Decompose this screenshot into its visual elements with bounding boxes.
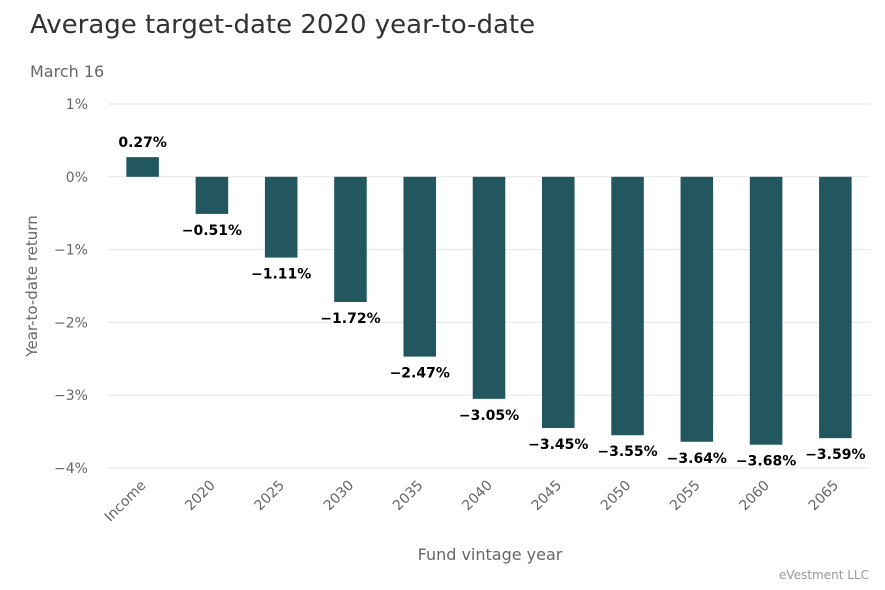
y-axis-title: Year-to-date return — [23, 215, 41, 357]
y-tick-label: −4% — [54, 461, 88, 477]
bar — [680, 176, 714, 442]
x-tick-label: Income — [102, 478, 150, 526]
x-tick-label: 2050 — [598, 478, 635, 515]
y-tick-label: 0% — [66, 170, 88, 186]
y-tick-label: −1% — [54, 243, 88, 259]
data-label: −3.45% — [528, 437, 588, 453]
data-label: −2.47% — [390, 366, 450, 382]
x-tick-label: 2055 — [667, 478, 704, 515]
data-label: −3.55% — [597, 444, 657, 460]
x-tick-label: 2035 — [390, 478, 427, 515]
bar — [541, 176, 575, 428]
y-axis-ticks: 1% 0% −1% −2% −3% −4% — [54, 97, 88, 477]
data-label: −3.59% — [805, 447, 865, 463]
bars — [126, 157, 852, 445]
data-labels: 0.27% −0.51% −1.11% −1.72% −2.47% −3.05% −3.45… — [117, 134, 867, 472]
x-axis-ticks: Income 2020 2025 2030 2035 2040 2045 2050 2055 20… — [102, 478, 842, 526]
chart-credit: eVestment LLC — [779, 568, 869, 582]
data-label: 0.27% — [118, 135, 167, 151]
x-tick-label: 2030 — [321, 478, 358, 515]
data-label: −3.05% — [459, 408, 519, 424]
chart-title: Average target-date 2020 year-to-date — [30, 10, 536, 40]
bar — [126, 157, 159, 177]
y-tick-label: −2% — [54, 315, 88, 331]
bar — [195, 176, 229, 214]
data-label: −3.68% — [736, 454, 796, 470]
x-tick-label: 2045 — [529, 478, 566, 515]
data-label: −0.51% — [182, 223, 242, 239]
x-tick-label: 2025 — [251, 478, 288, 515]
data-label: −1.72% — [320, 311, 380, 327]
bar — [472, 176, 506, 399]
x-axis-title: Fund vintage year — [418, 545, 563, 564]
x-tick-label: 2065 — [806, 478, 843, 515]
y-tick-label: 1% — [66, 97, 88, 113]
x-tick-label: 2020 — [182, 478, 219, 515]
x-tick-label: 2060 — [736, 478, 773, 515]
x-tick-label: 2040 — [459, 478, 496, 515]
bar — [403, 176, 437, 357]
chart-subtitle: March 16 — [30, 62, 105, 81]
bar — [264, 176, 298, 258]
y-tick-label: −3% — [54, 388, 88, 404]
bar — [611, 176, 644, 436]
data-label: −3.64% — [667, 451, 727, 467]
bar — [749, 176, 783, 445]
data-label: −1.11% — [251, 267, 311, 283]
bar — [819, 176, 852, 439]
bar — [334, 176, 367, 303]
